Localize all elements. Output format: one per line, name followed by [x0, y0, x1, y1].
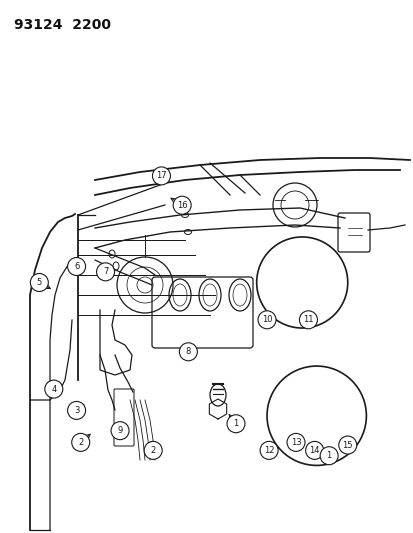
Text: 15: 15: [342, 441, 352, 449]
Circle shape: [179, 343, 197, 361]
Text: 7: 7: [103, 268, 108, 276]
Circle shape: [67, 401, 85, 419]
Circle shape: [338, 436, 356, 454]
Circle shape: [45, 380, 63, 398]
Text: 13: 13: [290, 438, 301, 447]
Text: 9: 9: [117, 426, 122, 435]
Circle shape: [96, 263, 114, 281]
Text: 10: 10: [261, 316, 272, 324]
Circle shape: [144, 441, 162, 459]
Circle shape: [152, 167, 170, 185]
Circle shape: [71, 433, 90, 451]
Text: 5: 5: [37, 278, 42, 287]
Text: 12: 12: [263, 446, 274, 455]
Text: 14: 14: [309, 446, 319, 455]
Text: 2: 2: [78, 438, 83, 447]
Circle shape: [299, 311, 317, 329]
Text: 6: 6: [74, 262, 79, 271]
Circle shape: [286, 433, 304, 451]
Circle shape: [319, 447, 337, 465]
Text: 93124  2200: 93124 2200: [14, 18, 111, 32]
Circle shape: [30, 273, 48, 292]
Text: 4: 4: [51, 385, 56, 393]
Text: 1: 1: [233, 419, 238, 428]
Text: 8: 8: [185, 348, 190, 356]
Text: 2: 2: [150, 446, 155, 455]
Circle shape: [111, 422, 129, 440]
Circle shape: [173, 196, 191, 214]
Text: 3: 3: [74, 406, 79, 415]
Circle shape: [259, 441, 278, 459]
Text: 11: 11: [302, 316, 313, 324]
Text: 1: 1: [326, 451, 331, 460]
Circle shape: [226, 415, 244, 433]
Text: 17: 17: [156, 172, 166, 180]
Text: 16: 16: [176, 201, 187, 209]
Circle shape: [257, 311, 275, 329]
Circle shape: [305, 441, 323, 459]
Circle shape: [67, 257, 85, 276]
